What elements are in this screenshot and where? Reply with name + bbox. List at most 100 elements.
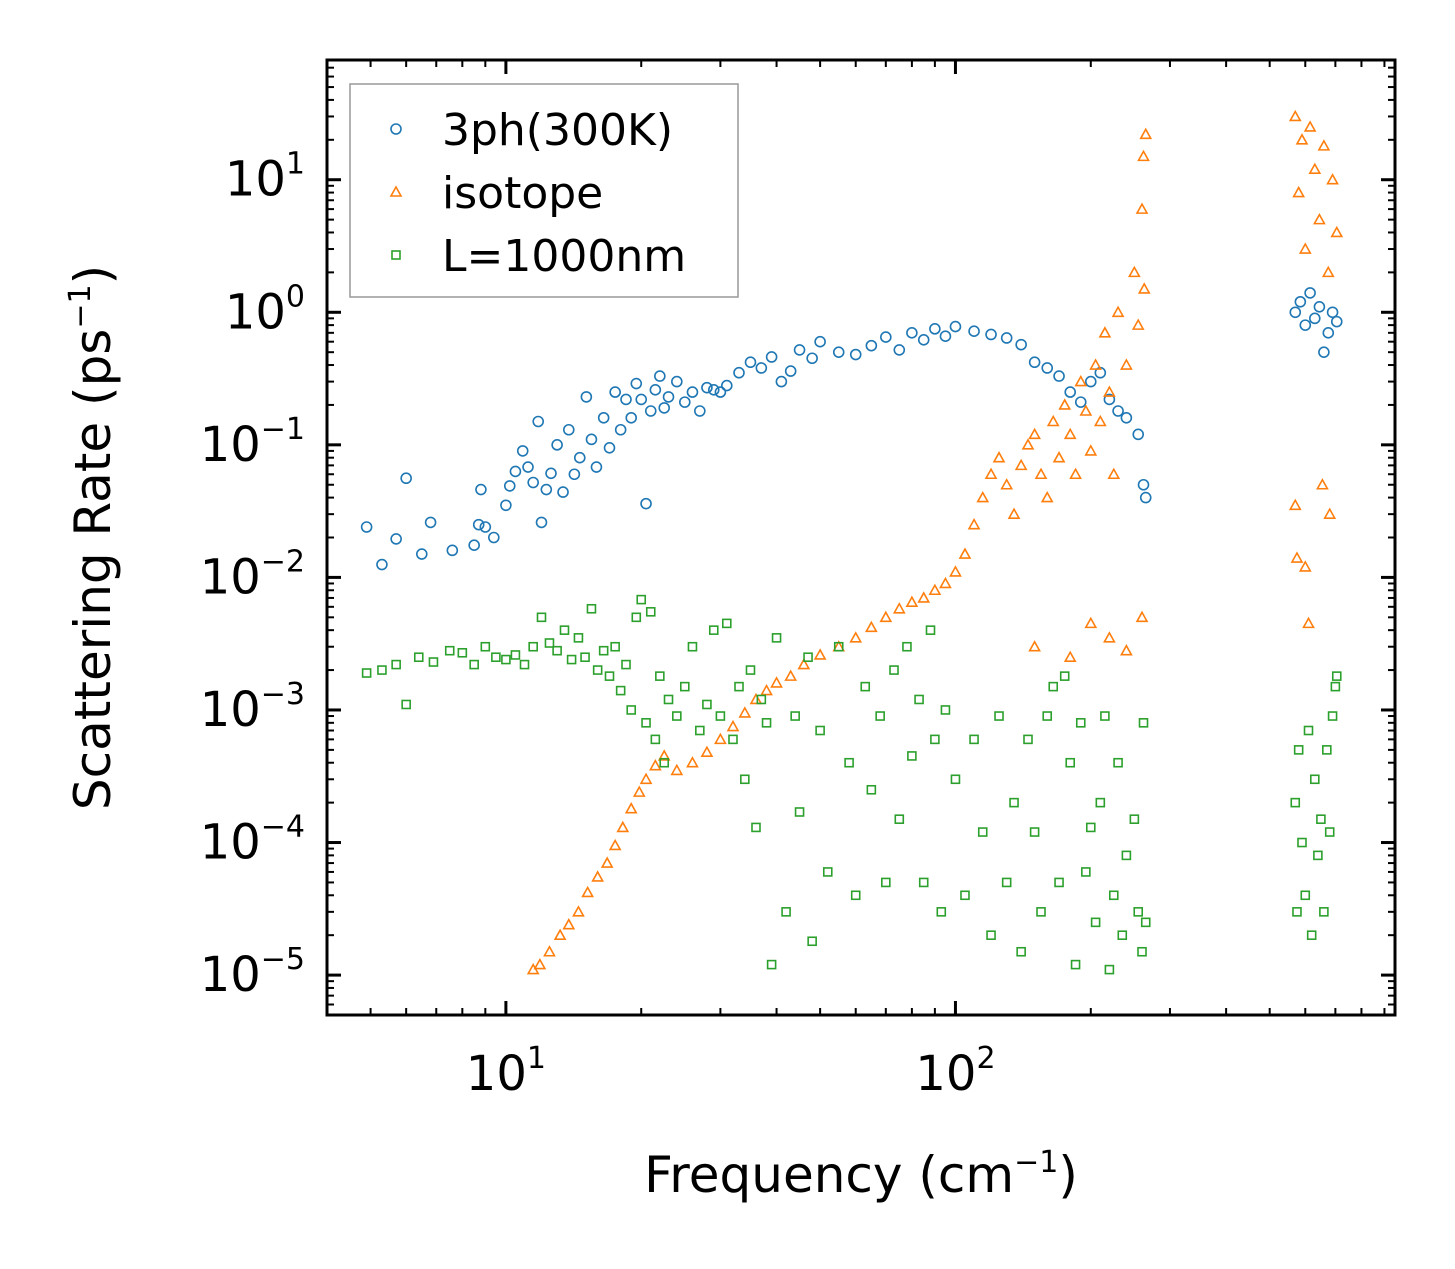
legend-box bbox=[349, 83, 739, 298]
data-point bbox=[641, 718, 651, 728]
data-point bbox=[1000, 478, 1014, 490]
data-point bbox=[1111, 305, 1125, 318]
data-point bbox=[1034, 467, 1048, 480]
x-axis-label-text: Frequency (cm bbox=[644, 1146, 1014, 1204]
data-point bbox=[1016, 946, 1026, 957]
data-point bbox=[918, 877, 929, 888]
data-point bbox=[992, 451, 1006, 463]
data-point bbox=[662, 391, 675, 403]
data-point bbox=[604, 671, 615, 681]
y-axis-label: Scattering Rate (ps−1) bbox=[63, 265, 122, 810]
data-point bbox=[1327, 711, 1338, 721]
data-point bbox=[977, 827, 988, 837]
data-point bbox=[400, 472, 412, 485]
data-point bbox=[626, 705, 637, 715]
data-point bbox=[807, 936, 817, 947]
data-point bbox=[849, 348, 862, 361]
data-point bbox=[701, 381, 713, 394]
data-point bbox=[640, 497, 652, 510]
data-point bbox=[1140, 917, 1151, 928]
data-point bbox=[985, 328, 997, 341]
data-point bbox=[881, 877, 891, 888]
data-point bbox=[968, 325, 980, 337]
data-point bbox=[501, 654, 511, 665]
series-layer bbox=[360, 109, 1344, 975]
data-point bbox=[771, 633, 782, 643]
data-point bbox=[969, 734, 979, 745]
data-point bbox=[468, 539, 480, 551]
data-point bbox=[1138, 718, 1149, 728]
data-point bbox=[936, 907, 947, 917]
data-point bbox=[1137, 478, 1150, 491]
data-point bbox=[1048, 681, 1059, 692]
data-point bbox=[707, 384, 720, 396]
data-point bbox=[1041, 362, 1054, 374]
data-point bbox=[1113, 757, 1123, 768]
data-point bbox=[1112, 405, 1124, 417]
data-point bbox=[761, 718, 772, 728]
data-point bbox=[510, 650, 521, 660]
data-point bbox=[1090, 917, 1101, 928]
data-point bbox=[765, 351, 778, 363]
x-tick-label: 102 bbox=[915, 1041, 995, 1102]
data-point bbox=[1330, 681, 1341, 692]
data-point bbox=[1316, 478, 1329, 490]
data-point bbox=[751, 822, 761, 833]
data-point bbox=[516, 445, 529, 457]
legend-label: 3ph(300K) bbox=[442, 105, 673, 156]
data-point bbox=[1120, 644, 1133, 656]
data-point bbox=[1298, 242, 1312, 254]
data-point bbox=[573, 633, 584, 643]
data-point bbox=[544, 638, 555, 648]
data-point bbox=[535, 516, 548, 529]
data-point bbox=[925, 625, 936, 635]
data-point bbox=[1023, 734, 1033, 745]
data-point bbox=[632, 785, 646, 797]
data-point bbox=[781, 907, 791, 917]
data-point bbox=[562, 423, 575, 436]
data-point bbox=[1317, 139, 1331, 151]
data-point bbox=[573, 451, 586, 464]
data-point bbox=[880, 331, 892, 343]
data-point bbox=[790, 711, 800, 721]
data-point bbox=[967, 518, 981, 530]
data-point bbox=[1288, 109, 1302, 122]
data-point bbox=[1135, 610, 1149, 623]
data-point bbox=[444, 645, 455, 656]
data-point bbox=[603, 441, 616, 454]
data-point bbox=[815, 725, 825, 736]
data-point bbox=[1326, 173, 1339, 185]
x-axis-label-close: ) bbox=[1058, 1146, 1078, 1204]
data-point bbox=[726, 719, 740, 732]
data-point bbox=[527, 476, 539, 489]
data-point bbox=[672, 711, 682, 721]
data-point bbox=[1059, 671, 1070, 681]
data-point bbox=[766, 959, 777, 970]
data-point bbox=[745, 665, 756, 675]
data-point bbox=[960, 890, 970, 901]
data-point bbox=[533, 957, 547, 970]
data-point bbox=[794, 807, 805, 817]
data-point bbox=[939, 576, 952, 589]
y-tick-label: 10−4 bbox=[200, 810, 305, 871]
data-point bbox=[930, 734, 940, 745]
data-point bbox=[559, 625, 570, 635]
data-point bbox=[536, 612, 547, 623]
data-point bbox=[1299, 319, 1312, 331]
data-point bbox=[760, 683, 773, 696]
data-point bbox=[580, 652, 590, 663]
data-point bbox=[770, 676, 783, 688]
data-point bbox=[1316, 814, 1326, 824]
data-point bbox=[1302, 616, 1315, 629]
data-point bbox=[905, 595, 919, 608]
data-point bbox=[566, 654, 577, 665]
data-point bbox=[1095, 797, 1106, 808]
data-point bbox=[671, 375, 683, 388]
data-point bbox=[860, 681, 871, 692]
data-point bbox=[1070, 959, 1081, 970]
data-point bbox=[1331, 671, 1342, 681]
data-point bbox=[902, 641, 912, 652]
data-point bbox=[822, 867, 833, 877]
data-point bbox=[1104, 964, 1115, 975]
data-point bbox=[928, 583, 942, 596]
